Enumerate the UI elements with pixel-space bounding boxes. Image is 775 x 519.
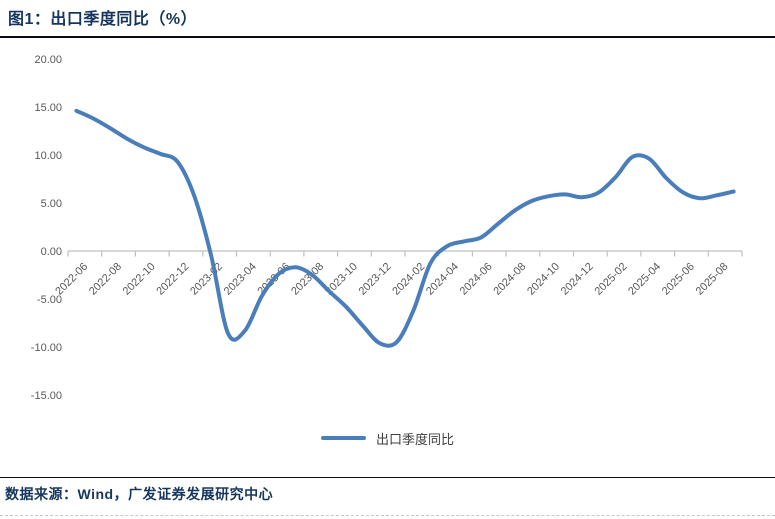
- y-tick-label: 20.00: [34, 54, 62, 66]
- chart-legend: 出口季度同比: [0, 429, 775, 447]
- y-tick-label: 10.00: [34, 150, 62, 162]
- y-tick-label: 15.00: [34, 102, 62, 114]
- y-tick-label: 5.00: [41, 198, 62, 210]
- x-tick-label: 2024-08: [491, 261, 528, 298]
- bottom-dotted-divider: [0, 515, 775, 516]
- x-tick-label: 2025-04: [626, 261, 663, 298]
- export-yoy-line-chart: 20.00 15.00 10.00 5.00 0.00 -5.00 -10.00 -15.00…: [31, 54, 743, 402]
- series-line-export-yoy: [74, 108, 736, 348]
- y-tick-label: 0.00: [41, 246, 62, 258]
- x-tick-label: 2022-08: [87, 261, 124, 298]
- y-tick-label: -5.00: [37, 294, 62, 306]
- legend-label: 出口季度同比: [375, 431, 454, 447]
- x-tick-label: 2024-06: [458, 261, 495, 298]
- x-tick-label: 2022-12: [154, 261, 191, 298]
- y-tick-label: -15.00: [31, 390, 62, 402]
- x-tick-label: 2024-10: [525, 261, 562, 298]
- x-tick-label: 2022-10: [121, 261, 158, 298]
- figure-title: 图1：出口季度同比（%）: [8, 11, 198, 28]
- title-divider: [0, 36, 775, 38]
- legend-line-marker: [320, 436, 366, 440]
- y-tick-label: -10.00: [31, 342, 62, 354]
- data-source: 数据来源：Wind，广发证券发展研究中心: [5, 486, 274, 502]
- x-tick-label: 2024-12: [559, 261, 596, 298]
- x-tick-label: 2022-06: [53, 261, 90, 298]
- x-tick-label: 2025-02: [592, 261, 629, 298]
- x-tick-label: 2025-06: [660, 261, 697, 298]
- x-tick-label: 2025-08: [694, 261, 731, 298]
- x-tick-label: 2023-04: [222, 261, 259, 298]
- x-tick-label: 2023-12: [357, 261, 394, 298]
- footer-divider: [0, 477, 775, 478]
